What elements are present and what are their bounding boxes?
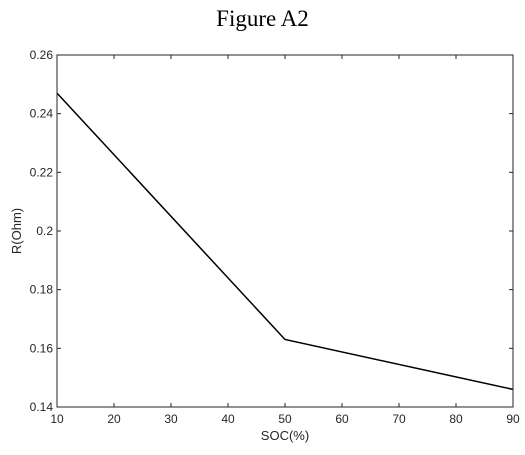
y-tick-label: 0.26 (30, 48, 54, 62)
y-tick-label: 0.22 (30, 165, 54, 179)
y-tick-label: 0.14 (30, 400, 54, 414)
y-axis-label: R(Ohm) (9, 208, 24, 254)
series-group (56, 92, 514, 391)
x-tick-label: 80 (449, 412, 463, 426)
x-tick-label: 40 (221, 412, 235, 426)
y-tick-label: 0.2 (36, 224, 53, 238)
y-tick-label: 0.24 (30, 107, 54, 121)
x-tick-label: 20 (107, 412, 121, 426)
x-axis-ticks: 10 20 30 40 50 60 70 80 90 (50, 55, 520, 426)
x-tick-label: 60 (335, 412, 349, 426)
y-tick-label: 0.16 (30, 341, 54, 355)
figure-title: Figure A2 (216, 6, 309, 31)
x-tick-label: 90 (506, 412, 520, 426)
series-line (56, 92, 514, 391)
x-tick-label: 10 (50, 412, 64, 426)
y-axis-ticks: 0.14 0.16 0.18 0.2 0.22 0.24 0.26 (30, 48, 513, 414)
x-axis-label: SOC(%) (261, 428, 309, 443)
x-tick-label: 50 (278, 412, 292, 426)
plot-frame (56, 54, 514, 408)
x-tick-label: 70 (392, 412, 406, 426)
x-tick-label: 30 (164, 412, 178, 426)
y-tick-label: 0.18 (30, 283, 54, 297)
